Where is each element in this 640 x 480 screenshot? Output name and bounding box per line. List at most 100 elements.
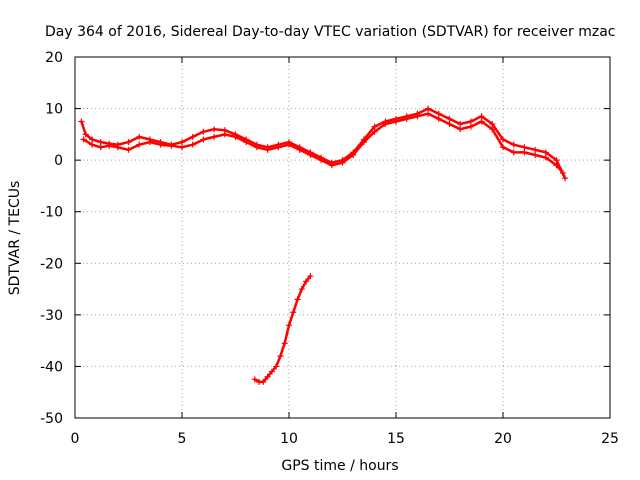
data-point: [294, 296, 301, 303]
x-tick-label: 0: [71, 431, 80, 447]
data-point: [489, 126, 496, 133]
y-tick-label: -50: [40, 411, 63, 427]
data-point: [532, 151, 539, 158]
data-point: [273, 363, 280, 370]
x-tick-label: 15: [387, 431, 405, 447]
chart-title: Day 364 of 2016, Sidereal Day-to-day VTE…: [45, 24, 615, 40]
data-point: [211, 126, 218, 133]
y-tick-label: -10: [40, 205, 63, 221]
data-point: [136, 141, 143, 148]
data-point: [414, 113, 421, 120]
data-point: [303, 278, 310, 285]
x-tick-label: 20: [494, 431, 512, 447]
data-point: [136, 133, 143, 140]
data-point: [489, 121, 496, 128]
data-point: [307, 151, 314, 158]
data-point: [360, 139, 367, 146]
data-point: [425, 110, 432, 117]
data-point: [211, 133, 218, 140]
data-point: [264, 146, 271, 153]
data-point: [286, 322, 292, 329]
x-axis-label: GPS time / hours: [281, 458, 398, 474]
data-point: [559, 170, 566, 177]
data-point: [281, 340, 288, 347]
data-point: [253, 144, 260, 151]
data-point: [89, 136, 96, 143]
data-point: [298, 286, 305, 293]
data-point: [275, 144, 282, 151]
data-point: [268, 368, 275, 375]
data-point: [510, 149, 517, 156]
data-point: [251, 376, 258, 383]
plot-frame: [74, 56, 611, 419]
data-point: [80, 136, 87, 143]
data-point: [296, 146, 303, 153]
data-point: [425, 105, 432, 112]
data-point: [553, 162, 560, 169]
data-point: [500, 136, 506, 143]
data-point: [478, 113, 485, 120]
data-series: [78, 105, 569, 385]
data-point: [532, 146, 539, 153]
x-tick-label: 25: [601, 431, 619, 447]
y-tick-label: 10: [45, 102, 63, 118]
axis-ticks: [74, 56, 611, 419]
y-tick-label: -40: [40, 359, 63, 375]
data-point: [510, 141, 517, 148]
data-point: [82, 131, 89, 138]
y-axis-label: SDTVAR / TECUs: [7, 181, 23, 296]
data-point: [435, 115, 442, 122]
y-tick-label: -30: [40, 308, 63, 324]
data-point: [478, 118, 485, 125]
data-point: [467, 118, 474, 125]
data-point: [339, 159, 346, 166]
data-point: [243, 139, 250, 146]
data-point: [500, 144, 506, 151]
data-point: [200, 128, 207, 135]
data-point: [553, 157, 560, 164]
data-point: [78, 118, 85, 125]
data-point: [125, 146, 132, 153]
data-point: [189, 133, 196, 140]
data-point: [350, 151, 357, 158]
data-point: [446, 121, 453, 128]
data-point: [157, 141, 164, 148]
data-point: [221, 131, 228, 138]
data-point: [232, 133, 239, 140]
data-point: [542, 149, 549, 156]
data-point: [403, 115, 410, 122]
x-tick-label: 10: [280, 431, 298, 447]
y-tick-label: 0: [54, 153, 63, 169]
data-point: [97, 139, 104, 146]
data-point: [179, 139, 185, 146]
data-point: [125, 139, 132, 146]
data-point: [328, 162, 335, 169]
data-point: [562, 175, 569, 182]
series-line-3: [253, 274, 312, 384]
y-tick-label: -20: [40, 256, 63, 272]
data-point: [168, 142, 175, 149]
data-point: [521, 144, 528, 151]
x-tick-labels: 0 5 10 15 20 25: [71, 431, 619, 447]
y-tick-label: 20: [45, 50, 63, 66]
y-tick-labels: 20 10 0 -10 -20 -30 -40 -50: [40, 50, 63, 427]
data-point: [114, 144, 121, 151]
data-point: [318, 157, 325, 164]
data-point: [264, 373, 271, 380]
data-point: [260, 378, 267, 385]
data-point: [89, 141, 96, 148]
data-point: [200, 136, 207, 143]
data-point: [277, 353, 284, 360]
data-point: [457, 126, 464, 133]
data-point: [435, 110, 442, 117]
data-point: [382, 121, 389, 128]
data-point: [146, 139, 153, 146]
x-tick-label: 5: [178, 431, 187, 447]
data-point: [290, 309, 297, 316]
data-point: [371, 123, 378, 130]
data-point: [307, 273, 314, 280]
data-point: [542, 154, 549, 161]
data-point: [371, 128, 378, 135]
